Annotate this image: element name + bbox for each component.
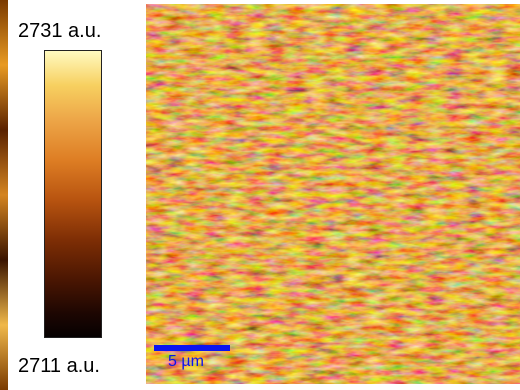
scale-bar <box>154 345 230 351</box>
map-texture <box>146 4 520 384</box>
intensity-map <box>146 4 520 384</box>
colorbar-max-label: 2731 a.u. <box>18 20 102 42</box>
neighbor-image-edge <box>0 0 8 390</box>
scale-bar-label: 5 µm <box>168 353 204 370</box>
colorbar-min-label: 2711 a.u. <box>18 355 100 377</box>
intensity-map-svg <box>146 4 520 384</box>
colorbar <box>44 50 102 338</box>
